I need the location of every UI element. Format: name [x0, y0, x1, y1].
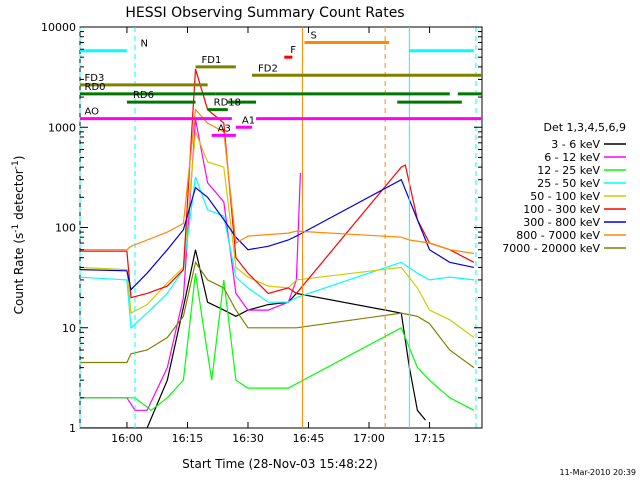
legend-label-6: 300 - 800 keV	[523, 216, 600, 229]
x-tick-label-3: 16:45	[293, 432, 325, 445]
y-tick-label-2: 100	[55, 222, 76, 235]
y-axis-label-main: Count Rate (s	[12, 233, 26, 315]
x-axis-label: Start Time (28-Nov-03 15:48:22)	[182, 457, 378, 471]
flag-label-3: FD1	[202, 55, 222, 66]
legend-label-2: 12 - 25 keV	[537, 164, 600, 177]
series-line-6	[80, 178, 475, 291]
y-tick-label-1: 10	[62, 322, 76, 335]
axes: 16:00 16:15 16:30 16:45 17:00 17:15 1 10 100 1000…	[41, 21, 482, 445]
legend-label-3: 25 - 50 keV	[537, 177, 600, 190]
series-line-3	[80, 176, 474, 330]
x-tick-label-4: 17:00	[353, 432, 385, 445]
x-tick-label-5: 17:15	[414, 432, 446, 445]
series-line-0	[80, 249, 426, 428]
series-line-1	[80, 119, 301, 411]
legend-label-0: 3 - 6 keV	[551, 138, 600, 151]
y-axis-label-sup2: -1	[11, 160, 21, 169]
series-line-4	[80, 131, 475, 338]
y-axis-label-sup1: -1	[11, 224, 21, 233]
flag-label-1: S	[310, 31, 316, 42]
chart-title: HESSI Observing Summary Count Rates	[125, 5, 404, 21]
flag-label-6: RD0	[85, 82, 106, 93]
legend-label-4: 50 - 100 keV	[530, 190, 600, 203]
x-tick-label-2: 16:30	[232, 432, 264, 445]
series-line-5	[80, 68, 475, 299]
legend-title: Det 1,3,4,5,6,9	[543, 121, 626, 134]
legend-label-5: 100 - 300 keV	[523, 203, 600, 216]
x-tick-label-1: 16:15	[172, 432, 204, 445]
series-line-8	[80, 260, 475, 369]
flag-label-10: A1	[242, 115, 255, 126]
flag-label-7: RD6	[133, 90, 154, 101]
flag-label-4: FD2	[258, 63, 278, 74]
legend-label-8: 7000 - 20000 keV	[502, 242, 600, 255]
flag-label-8: RD18	[214, 98, 241, 109]
series-line-7	[80, 108, 474, 255]
y-axis-label: Count Rate (s-1 detector-1)	[11, 156, 26, 315]
series-line-2	[80, 273, 475, 412]
x-tick-label-0: 16:00	[111, 432, 143, 445]
series-layer	[80, 68, 475, 428]
flag-label-5: FD3	[85, 73, 105, 84]
y-tick-label-4: 10000	[41, 21, 76, 34]
y-axis-label-end: )	[12, 156, 26, 161]
flag-label-11: A3	[218, 123, 231, 134]
timestamp: 11-Mar-2010 20:39	[560, 468, 637, 477]
data-gap-lines	[79, 27, 477, 428]
legend-label-1: 6 - 12 keV	[544, 151, 600, 164]
y-tick-label-3: 1000	[48, 121, 76, 134]
flag-label-0: N	[141, 39, 148, 50]
legend-label-7: 800 - 7000 keV	[516, 229, 600, 242]
flag-label-9: AO	[85, 107, 100, 118]
y-tick-label-0: 1	[69, 422, 76, 435]
y-axis-label-mid: detector	[12, 169, 26, 224]
flag-label-2: F	[290, 45, 296, 56]
